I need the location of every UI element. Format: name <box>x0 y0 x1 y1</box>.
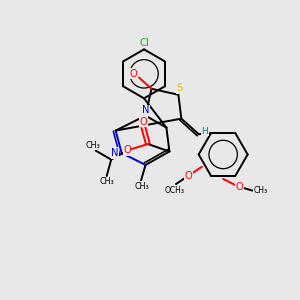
Text: O: O <box>123 145 131 155</box>
Text: O: O <box>184 171 192 181</box>
Text: O: O <box>140 117 147 127</box>
Text: N: N <box>111 148 119 158</box>
Text: CH₃: CH₃ <box>253 186 267 195</box>
Text: Cl: Cl <box>139 38 149 48</box>
Text: N: N <box>142 105 149 115</box>
Text: O: O <box>130 69 137 79</box>
Text: H: H <box>201 127 208 136</box>
Text: S: S <box>177 83 183 93</box>
Text: O: O <box>236 182 244 192</box>
Text: CH₃: CH₃ <box>86 141 101 150</box>
Text: OCH₃: OCH₃ <box>164 185 184 194</box>
Text: CH₃: CH₃ <box>134 182 149 191</box>
Text: CH₃: CH₃ <box>99 178 114 187</box>
